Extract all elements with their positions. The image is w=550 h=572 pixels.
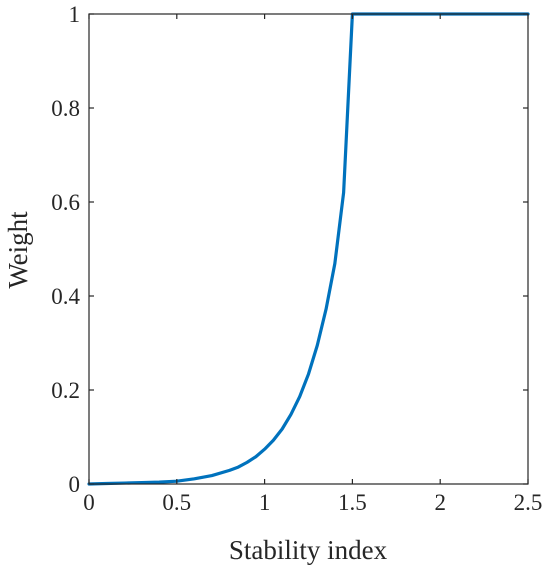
- x-tick-label-2: 1: [259, 490, 271, 515]
- y-tick-label-5: 1: [69, 2, 81, 27]
- x-tick-label-4: 2: [434, 490, 446, 515]
- y-tick-label-1: 0.2: [51, 378, 80, 403]
- plot-area: [87, 12, 530, 486]
- y-axis-label: Weight: [3, 211, 33, 289]
- y-tick-label-3: 0.6: [51, 190, 80, 215]
- x-tick-label-5: 2.5: [514, 490, 543, 515]
- y-tick-label-4: 0.8: [51, 96, 80, 121]
- x-axis-label: Stability index: [229, 535, 388, 565]
- x-tick-label-0: 0: [83, 490, 95, 515]
- series-line-0: [87, 12, 530, 486]
- x-tick-label-1: 0.5: [162, 490, 191, 515]
- x-tick-label-3: 1.5: [338, 490, 367, 515]
- ticks: 0 0.5 1 1.5 2 2.5 0 0.2 0.4 0.6 0.8 1: [51, 2, 542, 515]
- y-tick-label-0: 0: [69, 472, 81, 497]
- axes: [88, 13, 529, 485]
- axes-box: [88, 13, 529, 485]
- y-tick-label-2: 0.4: [51, 284, 80, 309]
